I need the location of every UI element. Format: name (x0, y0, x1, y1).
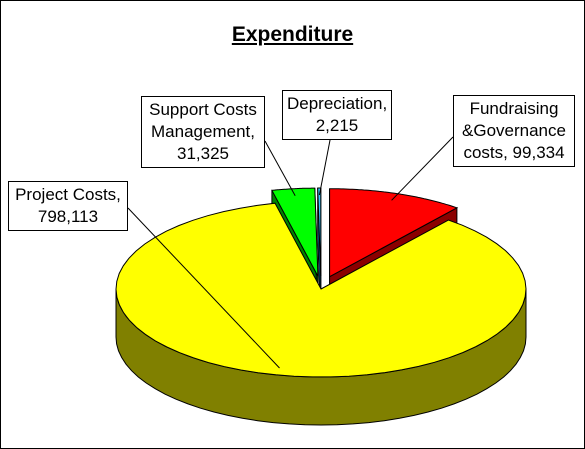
slice-support-costs-management (271, 187, 319, 277)
label-depreciation: Depreciation, 2,215 (282, 90, 392, 140)
slice-project-costs (115, 202, 527, 378)
slice-fundraising-governance-costs (329, 188, 459, 278)
leader-line-depreciation (318, 134, 332, 196)
label-project-costs: Project Costs, 798,113 (8, 181, 128, 231)
leader-line-project-costs (127, 207, 280, 369)
chart-title: Expenditure (231, 23, 354, 46)
label-fundraising: Fundraising &Governance costs, 99,334 (453, 95, 575, 167)
label-support-costs: Support Costs Management, 31,325 (141, 96, 265, 168)
leader-line-support-costs-management (264, 140, 296, 196)
leader-line-fundraising-governance-costs (391, 136, 454, 201)
